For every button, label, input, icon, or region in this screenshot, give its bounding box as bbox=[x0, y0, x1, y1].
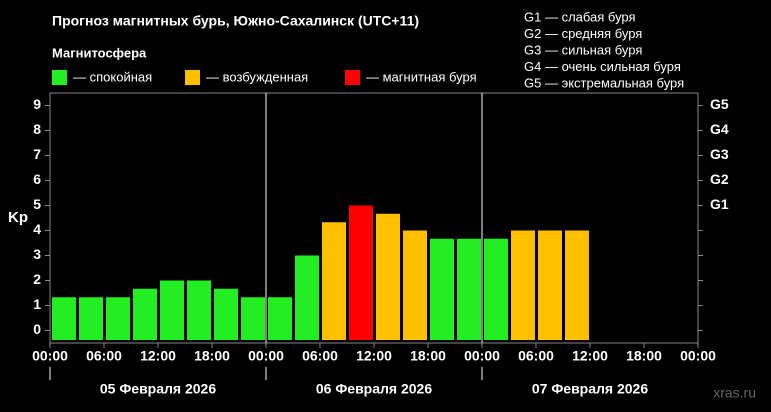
legend-label: — возбужденная bbox=[206, 69, 308, 84]
bar bbox=[295, 255, 319, 340]
y-tick-label: 7 bbox=[33, 146, 41, 162]
day-label: 07 Февраля 2026 bbox=[532, 381, 648, 397]
y-tick-label: 3 bbox=[33, 246, 41, 262]
bar bbox=[79, 297, 103, 340]
bar bbox=[214, 288, 238, 340]
y-tick-label: 8 bbox=[33, 121, 41, 137]
bar bbox=[349, 205, 373, 340]
x-tick-label: 12:00 bbox=[140, 348, 176, 364]
y2-tick-label: G5 bbox=[710, 96, 729, 112]
bar bbox=[187, 280, 211, 340]
day-label: 05 Февраля 2026 bbox=[100, 381, 216, 397]
x-tick-label: 18:00 bbox=[410, 348, 446, 364]
y2-tick-label: G2 bbox=[710, 171, 729, 187]
bar bbox=[484, 238, 508, 340]
x-tick-label: 00:00 bbox=[32, 348, 68, 364]
x-tick-label: 00:00 bbox=[248, 348, 284, 364]
y-tick-label: 0 bbox=[33, 321, 41, 337]
y-tick-label: 2 bbox=[33, 271, 41, 287]
bar bbox=[565, 230, 589, 340]
storm-level: G5 — экстремальная буря bbox=[524, 75, 684, 90]
bar bbox=[430, 238, 454, 340]
y2-tick-label: G4 bbox=[710, 121, 729, 137]
y-tick-label: 4 bbox=[33, 221, 41, 237]
bar bbox=[538, 230, 562, 340]
y2-tick-label: G3 bbox=[710, 146, 729, 162]
x-tick-label: 12:00 bbox=[356, 348, 392, 364]
day-label: 06 Февраля 2026 bbox=[316, 381, 432, 397]
storm-level: G2 — средняя буря bbox=[524, 26, 642, 41]
y-tick-label: 1 bbox=[33, 296, 41, 312]
legend-swatch bbox=[345, 70, 360, 85]
y-axis-label: Kp bbox=[8, 209, 28, 226]
legend-swatch bbox=[185, 70, 200, 85]
x-tick-label: 12:00 bbox=[572, 348, 608, 364]
legend-label: — спокойная bbox=[73, 69, 152, 84]
bar bbox=[241, 297, 265, 340]
storm-level: G3 — сильная буря bbox=[524, 42, 642, 57]
bar bbox=[268, 297, 292, 340]
x-tick-label: 00:00 bbox=[680, 348, 716, 364]
bar bbox=[160, 280, 184, 340]
legend-swatch bbox=[52, 70, 67, 85]
legend-label: — магнитная буря bbox=[366, 69, 477, 84]
bar bbox=[133, 288, 157, 340]
y2-tick-label: G1 bbox=[710, 196, 729, 212]
bar bbox=[106, 297, 130, 340]
x-tick-label: 06:00 bbox=[86, 348, 122, 364]
bar bbox=[457, 238, 481, 340]
bar bbox=[376, 213, 400, 340]
x-tick-label: 18:00 bbox=[626, 348, 662, 364]
chart-title: Прогноз магнитных бурь, Южно-Сахалинск (… bbox=[52, 13, 419, 29]
x-tick-label: 00:00 bbox=[464, 348, 500, 364]
y-tick-label: 6 bbox=[33, 171, 41, 187]
watermark: xras.ru bbox=[713, 385, 756, 401]
storm-level: G4 — очень сильная буря bbox=[524, 59, 681, 74]
storm-level: G1 — слабая буря bbox=[524, 9, 636, 24]
x-tick-label: 06:00 bbox=[302, 348, 338, 364]
y-tick-label: 9 bbox=[33, 96, 41, 112]
bar bbox=[511, 230, 535, 340]
bar bbox=[403, 230, 427, 340]
bar bbox=[322, 222, 346, 340]
x-tick-label: 06:00 bbox=[518, 348, 554, 364]
bar bbox=[52, 297, 76, 340]
subtitle: Магнитосфера bbox=[52, 45, 147, 60]
y-tick-label: 5 bbox=[33, 196, 41, 212]
x-tick-label: 18:00 bbox=[194, 348, 230, 364]
